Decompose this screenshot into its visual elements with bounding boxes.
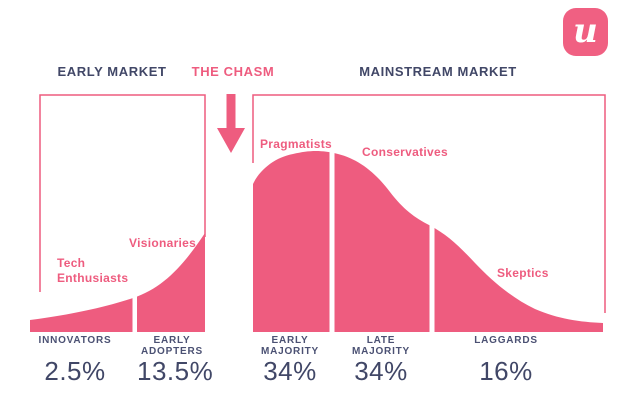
late-majority-category-label: LATE MAJORITY	[351, 335, 411, 357]
userguiding-logo-icon: u	[563, 8, 608, 56]
innovators-column: INNOVATORS 2.5%	[25, 335, 125, 384]
the-chasm-heading: THE CHASM	[191, 64, 275, 79]
divider-innovators-early-adopters	[132, 288, 137, 332]
early-adopters-column: EARLY ADOPTERS 13.5%	[137, 335, 214, 386]
early-market-curve-area	[30, 233, 205, 332]
pragmatists-label: Pragmatists	[260, 137, 332, 151]
laggards-percent-value: 16%	[479, 356, 533, 386]
late-majority-percent-value: 34%	[354, 356, 408, 386]
chasm-down-arrow-icon	[217, 94, 245, 153]
logo-letter: u	[573, 11, 598, 51]
skeptics-label: Skeptics	[497, 266, 549, 280]
laggards-category-label: LAGGARDS	[474, 335, 538, 346]
innovators-percent-value: 2.5%	[44, 356, 106, 386]
innovators-category-label: INNOVATORS	[38, 335, 112, 346]
mainstream-curve-area	[253, 151, 603, 332]
late-majority-column: LATE MAJORITY 34%	[346, 335, 416, 384]
early-majority-percent-value: 34%	[263, 356, 317, 386]
early-adopters-percent-value: 13.5%	[137, 356, 214, 386]
mainstream-market-heading: MAINSTREAM MARKET	[359, 64, 517, 79]
early-market-box-outline	[39, 94, 206, 292]
laggards-column: LAGGARDS 16%	[456, 335, 556, 384]
visionaries-label: Visionaries	[129, 236, 197, 250]
divider-late-majority-laggards	[429, 214, 435, 332]
tech-enthusiasts-label: Tech Enthusiasts	[57, 256, 129, 285]
mainstream-market-box-outline	[252, 94, 606, 313]
early-adopters-category-label: EARLY ADOPTERS	[141, 335, 203, 357]
divider-early-late-majority	[329, 144, 335, 332]
early-majority-column: EARLY MAJORITY 34%	[255, 335, 325, 384]
early-market-heading: EARLY MARKET	[57, 64, 167, 79]
early-majority-category-label: EARLY MAJORITY	[260, 335, 320, 357]
conservatives-label: Conservatives	[362, 145, 448, 159]
